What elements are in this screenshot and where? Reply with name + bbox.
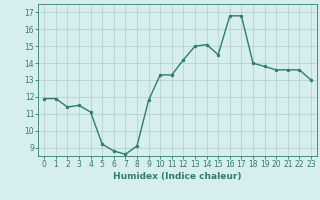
X-axis label: Humidex (Indice chaleur): Humidex (Indice chaleur): [113, 172, 242, 181]
